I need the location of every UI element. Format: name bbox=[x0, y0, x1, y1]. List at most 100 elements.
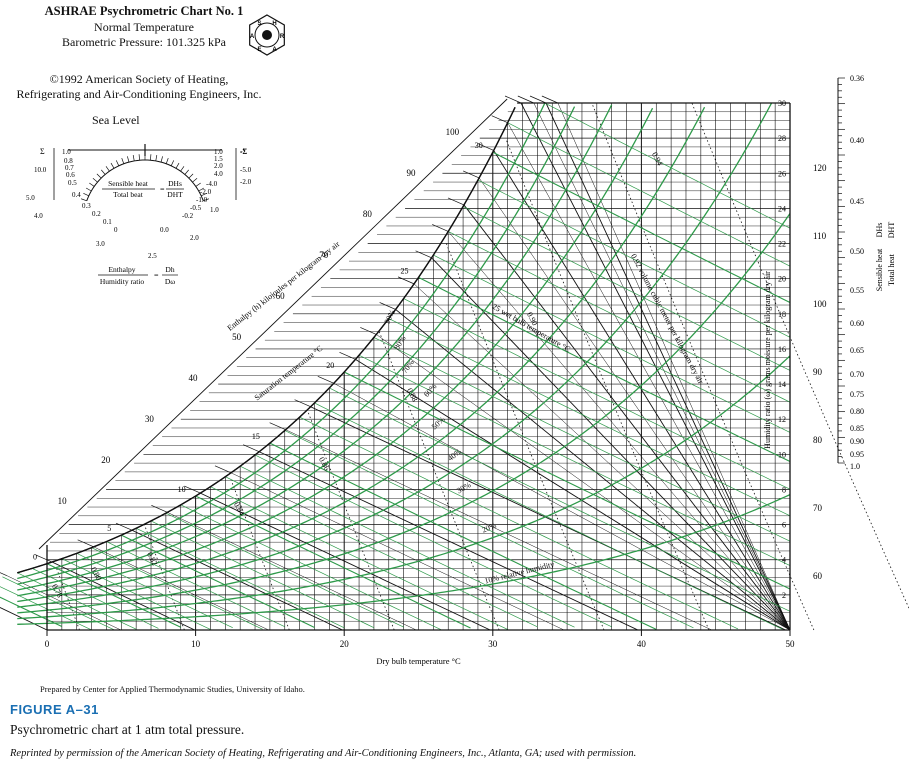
logo-center bbox=[262, 30, 272, 40]
saturation-temp-label: 20 bbox=[326, 361, 334, 370]
wet-bulb-line bbox=[388, 318, 791, 517]
figure-label: FIGURE A–31 bbox=[10, 702, 99, 717]
y-tick-label: 24 bbox=[778, 204, 786, 213]
enthalpy-right-label: 100 bbox=[813, 299, 827, 309]
logo-hexagon bbox=[249, 14, 285, 56]
enthalpy-left-label: 10 bbox=[58, 496, 68, 506]
y-tick-label: 6 bbox=[782, 521, 786, 530]
x-tick-label: 30 bbox=[488, 639, 498, 649]
enthalpy-left-label: 80 bbox=[363, 209, 373, 219]
enthalpy-tick bbox=[243, 444, 260, 453]
protractor-right-label: -0.5 bbox=[190, 204, 202, 212]
saturation-axis-title: Saturation temperature °C bbox=[253, 344, 324, 403]
specific-volume-line bbox=[56, 568, 80, 631]
shr-tick-label: 0.75 bbox=[850, 390, 864, 399]
wet-bulb-line bbox=[492, 151, 791, 304]
protractor-tick bbox=[80, 198, 87, 202]
protractor-right-label: 2.5 bbox=[148, 252, 157, 260]
protractor-left-label: 0.7 bbox=[65, 164, 74, 172]
y-tick-label: 28 bbox=[778, 134, 786, 143]
shr-tick-label: 0.65 bbox=[850, 346, 864, 355]
wet-bulb-line bbox=[225, 476, 538, 628]
shr-tick-label: 0.85 bbox=[850, 424, 864, 433]
shr-title-bottom: Total heat bbox=[887, 253, 896, 285]
enthalpy-tick bbox=[517, 95, 534, 104]
shr-tick-label: 0.95 bbox=[850, 450, 864, 459]
wet-bulb-line bbox=[418, 276, 791, 462]
enthalpy-line bbox=[0, 606, 48, 631]
wet-bulb-line bbox=[195, 495, 471, 629]
footer-credit: Prepared by Center for Applied Thermodyn… bbox=[40, 684, 305, 694]
wet-bulb-line bbox=[373, 337, 791, 542]
wet-bulb-line bbox=[150, 520, 375, 628]
protractor-right-label: -2.0 bbox=[240, 178, 252, 186]
protractor-tick bbox=[83, 192, 89, 197]
enthalpy-right-label: 60 bbox=[813, 571, 823, 581]
protractor-outer-label: 3.0 bbox=[96, 240, 105, 248]
enthalpy-right-label: 70 bbox=[813, 503, 823, 513]
chart-subtitle-temperature: Normal Temperature bbox=[94, 20, 194, 34]
enthalpy-axis-title: Enthalpy (h) kilojoules per kilogram dry… bbox=[226, 239, 342, 332]
x-tick-label: 10 bbox=[191, 639, 201, 649]
protractor-right-label: 2.0 bbox=[190, 234, 199, 242]
protractor-tick bbox=[138, 154, 140, 161]
protractor-tick bbox=[165, 157, 169, 164]
protractor-right-label: -5.0 bbox=[240, 166, 252, 174]
specific-volume-line bbox=[505, 137, 710, 631]
protractor-right-label: -Σ bbox=[240, 148, 246, 156]
protractor-left-label: 0 bbox=[114, 226, 118, 234]
x-tick-label: 20 bbox=[340, 639, 350, 649]
protractor-tick bbox=[203, 198, 210, 202]
specific-volume-line bbox=[591, 102, 815, 631]
shr-tick-label: 0.45 bbox=[850, 197, 864, 206]
protractor-tick bbox=[195, 182, 201, 187]
enthalpy-ratio-equals: = bbox=[154, 271, 159, 280]
protractor-tick bbox=[170, 160, 175, 166]
protractor-tick bbox=[201, 192, 207, 197]
specific-volume-line bbox=[230, 480, 290, 631]
protractor-left-symbol: Σ bbox=[40, 147, 45, 156]
wet-bulb-line bbox=[343, 371, 791, 590]
enthalpy-right-label: 120 bbox=[813, 163, 827, 173]
protractor-left-label: 0.1 bbox=[103, 218, 112, 226]
wet-bulb-label: 25 wet bulb temperature °C bbox=[491, 302, 572, 354]
y-tick-label: 8 bbox=[782, 485, 786, 494]
enthalpy-left-label: 70 bbox=[319, 250, 329, 260]
shr-tick-label: 0.55 bbox=[850, 286, 864, 295]
wet-bulb-line bbox=[314, 402, 783, 630]
enthalpy-line bbox=[376, 334, 791, 631]
protractor-left-label: 0.6 bbox=[66, 171, 75, 179]
enthalpy-line bbox=[200, 492, 491, 631]
protractor-tick bbox=[132, 154, 135, 162]
copyright-line-2: Refrigerating and Air-Conditioning Engin… bbox=[16, 87, 262, 101]
figure-reprint-note: Reprinted by permission of the American … bbox=[10, 748, 637, 759]
saturation-temp-label: 5 bbox=[107, 524, 111, 533]
chart-title: ASHRAE Psychrometric Chart No. 1 bbox=[44, 4, 244, 18]
enthalpy-tick bbox=[415, 250, 432, 259]
enthalpy-tick bbox=[77, 539, 94, 548]
sensible-label-bottom: Total beat bbox=[113, 190, 144, 199]
wet-bulb-line bbox=[269, 442, 657, 630]
wet-bulb-line bbox=[31, 568, 159, 629]
wet-bulb-line bbox=[91, 547, 263, 630]
protractor-tick bbox=[89, 182, 95, 187]
enthalpy-tick bbox=[214, 465, 232, 474]
enthalpy-tick bbox=[541, 95, 559, 104]
protractor-tick bbox=[155, 154, 158, 162]
protractor-right-label: 0.0 bbox=[160, 226, 169, 234]
rh-curve bbox=[17, 106, 576, 585]
rh-curve bbox=[17, 104, 613, 591]
enthalpy-tick bbox=[477, 143, 494, 151]
wet-bulb-line bbox=[210, 486, 508, 630]
rh-label: 40% bbox=[446, 447, 463, 463]
wet-bulb-line bbox=[46, 563, 181, 628]
enthalpy-tick bbox=[35, 554, 53, 563]
saturation-temp-label: 25 bbox=[401, 266, 409, 275]
protractor-right-label: 4.0 bbox=[214, 170, 223, 178]
enthalpy-line bbox=[463, 204, 791, 631]
enthalpy-left-label: 100 bbox=[446, 127, 460, 137]
wet-bulb-line bbox=[433, 254, 791, 433]
y-tick-label: 26 bbox=[778, 169, 786, 178]
